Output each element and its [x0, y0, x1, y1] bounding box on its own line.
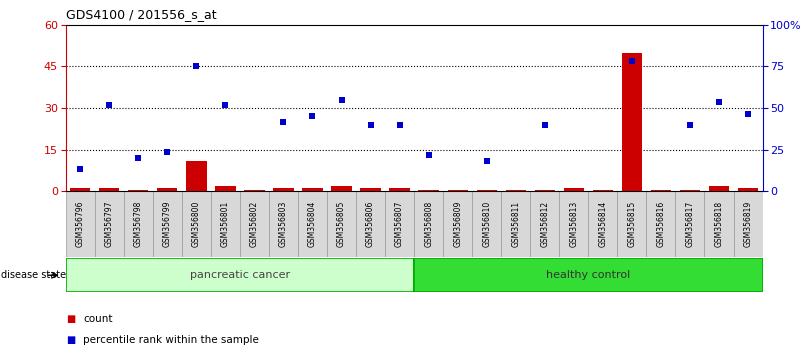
Text: healthy control: healthy control — [546, 270, 630, 280]
Bar — [473, 191, 501, 257]
Bar — [302, 188, 323, 191]
Bar — [70, 188, 91, 191]
Bar — [215, 185, 235, 191]
Bar — [680, 190, 700, 191]
Bar — [99, 188, 119, 191]
Bar — [157, 188, 178, 191]
Bar — [443, 191, 473, 257]
Text: GSM356797: GSM356797 — [105, 201, 114, 247]
Bar — [128, 190, 148, 191]
Bar — [244, 190, 264, 191]
Bar — [186, 161, 207, 191]
Text: GSM356814: GSM356814 — [598, 201, 607, 247]
Text: GSM356798: GSM356798 — [134, 201, 143, 247]
Bar — [559, 191, 588, 257]
Text: ■: ■ — [66, 335, 75, 345]
Bar — [646, 191, 675, 257]
Text: GSM356796: GSM356796 — [76, 201, 85, 247]
Bar — [564, 188, 584, 191]
Bar — [501, 191, 530, 257]
Bar — [477, 190, 497, 191]
Bar — [360, 188, 380, 191]
Bar — [66, 191, 95, 257]
Bar — [675, 191, 705, 257]
Bar — [593, 190, 613, 191]
Text: GSM356801: GSM356801 — [221, 201, 230, 247]
Bar — [709, 185, 729, 191]
Bar — [622, 52, 642, 191]
Bar — [95, 191, 123, 257]
Bar — [273, 188, 294, 191]
Bar — [414, 258, 763, 292]
Bar — [705, 191, 734, 257]
Text: count: count — [83, 314, 113, 324]
Text: GSM356804: GSM356804 — [308, 201, 317, 247]
Bar — [588, 191, 618, 257]
Bar — [66, 258, 414, 292]
Text: GSM356817: GSM356817 — [686, 201, 694, 247]
Text: GSM356816: GSM356816 — [657, 201, 666, 247]
Bar — [650, 190, 671, 191]
Bar — [414, 191, 443, 257]
Bar — [332, 185, 352, 191]
Text: GSM356819: GSM356819 — [743, 201, 752, 247]
Bar — [385, 191, 414, 257]
Bar — [356, 191, 385, 257]
Bar — [269, 191, 298, 257]
Text: GSM356813: GSM356813 — [570, 201, 578, 247]
Bar — [734, 191, 763, 257]
Bar — [738, 188, 759, 191]
Bar — [389, 188, 410, 191]
Text: GSM356811: GSM356811 — [511, 201, 520, 247]
Bar — [123, 191, 153, 257]
Bar — [618, 191, 646, 257]
Text: GSM356800: GSM356800 — [192, 201, 201, 247]
Text: GSM356808: GSM356808 — [425, 201, 433, 247]
Bar — [327, 191, 356, 257]
Text: disease state: disease state — [1, 270, 66, 280]
Bar — [153, 191, 182, 257]
Bar — [534, 190, 555, 191]
Text: GSM356812: GSM356812 — [541, 201, 549, 247]
Bar — [505, 190, 526, 191]
Text: GSM356815: GSM356815 — [627, 201, 636, 247]
Bar — [211, 191, 240, 257]
Bar — [182, 191, 211, 257]
Bar — [448, 190, 468, 191]
Text: ■: ■ — [66, 314, 75, 324]
Bar — [240, 191, 269, 257]
Bar — [298, 191, 327, 257]
Text: GSM356802: GSM356802 — [250, 201, 259, 247]
Bar — [418, 190, 439, 191]
Bar — [530, 191, 559, 257]
Text: GSM356807: GSM356807 — [395, 201, 404, 247]
Text: percentile rank within the sample: percentile rank within the sample — [83, 335, 260, 345]
Text: GSM356806: GSM356806 — [366, 201, 375, 247]
Text: GSM356803: GSM356803 — [279, 201, 288, 247]
Text: pancreatic cancer: pancreatic cancer — [190, 270, 290, 280]
Text: GDS4100 / 201556_s_at: GDS4100 / 201556_s_at — [66, 8, 216, 21]
Text: GSM356818: GSM356818 — [714, 201, 723, 247]
Text: GSM356799: GSM356799 — [163, 201, 171, 247]
Text: GSM356809: GSM356809 — [453, 201, 462, 247]
Text: GSM356805: GSM356805 — [337, 201, 346, 247]
Text: GSM356810: GSM356810 — [482, 201, 491, 247]
